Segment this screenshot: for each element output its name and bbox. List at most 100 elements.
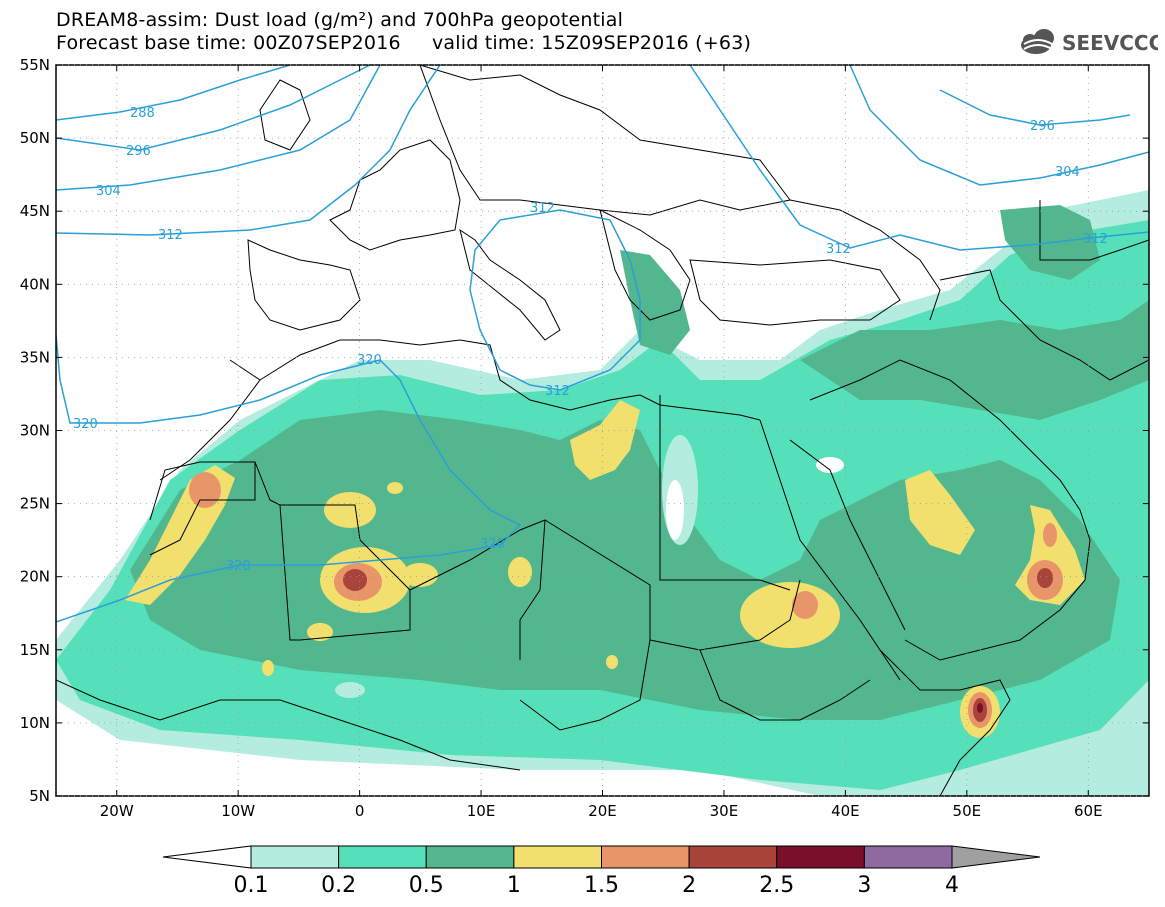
contour-label: 312	[1083, 232, 1108, 247]
balkans-outline	[599, 209, 691, 321]
dust-level-0.5-balkans	[620, 250, 690, 355]
contour-288	[56, 65, 291, 121]
dust-level-1-algeria	[324, 492, 376, 528]
map-title: DREAM8-assim: Dust load (g/m²) and 700hP…	[56, 9, 624, 31]
colorbar-label: 0.1	[234, 873, 269, 898]
dust-level-1-niger	[402, 563, 438, 587]
lon-tick-label: 30E	[710, 802, 739, 820]
contour-label: 304	[96, 184, 121, 199]
dust-level-1-nigeria	[307, 623, 333, 641]
contour-296	[56, 65, 371, 151]
north-africa-coast	[259, 339, 761, 421]
dust-level-0.5-west	[130, 410, 1120, 720]
chad-border	[519, 519, 651, 731]
colorbar-swatch	[776, 845, 865, 869]
lat-tick-label: 45N	[20, 202, 50, 220]
contour-label: 304	[1055, 165, 1080, 180]
lon-tick-label: 40E	[831, 802, 860, 820]
dust-level-1-burkina	[262, 660, 274, 676]
lon-tick-label: 10W	[221, 802, 255, 820]
dust-level-1-tunisia	[387, 482, 403, 494]
lat-tick-label: 20N	[20, 568, 50, 586]
dust-gap-mali	[335, 682, 365, 698]
map-subtitle: Forecast base time: 00Z07SEP2016 valid t…	[56, 32, 752, 54]
lat-tick-label: 25N	[20, 495, 50, 513]
dust-level-1.5-oman-north	[1043, 523, 1057, 547]
lat-tick-label: 55N	[20, 56, 50, 74]
colorbar-high-triangle	[951, 845, 1041, 869]
lon-tick-label: 20W	[100, 802, 134, 820]
colorbar-swatch	[513, 845, 602, 869]
dust-level-1-saudi	[905, 470, 975, 555]
contour-label: 320	[73, 417, 98, 432]
contour-label: 320	[480, 537, 505, 552]
sudan-border	[649, 579, 801, 651]
contour-label: 288	[130, 106, 155, 121]
dust-gap-arabia	[816, 457, 844, 473]
logo-text: SEEVCCC	[1062, 31, 1158, 55]
lat-tick-label: 40N	[20, 275, 50, 293]
colorbar-swatch	[688, 845, 778, 869]
colorbar-label: 1.5	[584, 873, 619, 898]
colorbar-label: 0.2	[321, 873, 356, 898]
mali-border	[254, 461, 411, 641]
lon-tick-label: 50E	[953, 802, 982, 820]
contour-312-west	[56, 65, 441, 236]
dust-gap-egypt	[666, 480, 684, 540]
contour-label: 312	[158, 228, 183, 243]
colorbar: 0.1 0.2 0.5 1 1.5 2 2.5 3 4	[162, 845, 1041, 898]
iberia-outline	[247, 239, 361, 331]
horn-of-africa	[879, 649, 1011, 796]
lon-tick-label: 0	[355, 802, 365, 820]
axis-ticks: 20W 10W 0 10E 20E 30E 40E 50E 60E 55N 50N 45N 40N 35N…	[20, 56, 1149, 820]
red-sea-east	[789, 439, 906, 631]
dust-level-1.5-mauritania	[189, 472, 221, 508]
colorbar-swatch	[863, 845, 953, 869]
contour-label: 312	[545, 384, 570, 399]
dust-level-2-oman	[1037, 568, 1053, 588]
central-europe-outline	[419, 65, 791, 216]
western-sahara	[149, 461, 256, 556]
contour-label: 312	[826, 242, 851, 257]
contour-312-east	[689, 65, 1149, 251]
uk-outline	[259, 79, 311, 151]
colorbar-label: 0.5	[409, 873, 444, 898]
lat-tick-label: 35N	[20, 348, 50, 366]
contour-label: 320	[226, 559, 251, 574]
contour-label: 320	[357, 353, 382, 368]
dust-level-1-chad	[508, 557, 532, 587]
contour-label: 312	[530, 201, 555, 216]
dust-level-0.5-east	[800, 300, 1149, 420]
contour-312-centre	[469, 209, 641, 391]
lon-tick-label: 10E	[467, 802, 496, 820]
colorbar-label: 2	[682, 873, 696, 898]
contour-296-east	[939, 89, 1131, 126]
lat-tick-label: 15N	[20, 641, 50, 659]
colorbar-swatch	[425, 845, 515, 869]
colorbar-swatch	[601, 845, 690, 869]
lat-tick-label: 5N	[29, 787, 50, 805]
dust-level-2-mali	[343, 569, 367, 591]
caspian-east	[1039, 200, 1149, 261]
contour-320	[56, 334, 522, 623]
colorbar-label: 4	[945, 873, 959, 898]
colorbar-swatch	[338, 845, 427, 869]
contour-label: 296	[126, 144, 151, 159]
contour-304-east	[849, 65, 1149, 186]
black-sea-east	[789, 199, 941, 321]
contour-304	[56, 65, 381, 191]
arabia-outline	[809, 359, 1091, 661]
geopotential-contours	[56, 65, 1149, 623]
colorbar-label: 3	[857, 873, 871, 898]
lon-tick-label: 20E	[588, 802, 617, 820]
turkey-outline	[689, 259, 901, 326]
contour-label-group: 288 296 304 312 320 320 320 312 312 312 …	[73, 106, 1108, 574]
colorbar-low-triangle	[162, 845, 252, 869]
dust-level-1-sudan	[740, 582, 840, 648]
east-africa-border	[699, 649, 871, 721]
lat-tick-label: 10N	[20, 714, 50, 732]
country-borders	[56, 65, 1149, 796]
gulf-of-guinea	[56, 679, 521, 771]
colorbar-label: 1	[507, 873, 521, 898]
